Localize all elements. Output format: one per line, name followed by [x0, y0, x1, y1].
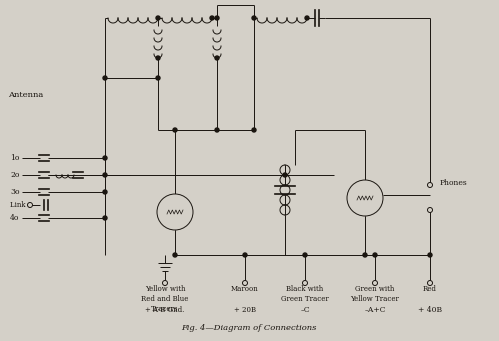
Text: + 20B: + 20B	[234, 306, 256, 314]
Circle shape	[302, 281, 307, 285]
Circle shape	[156, 76, 160, 80]
Text: Fig. 4—Diagram of Connections: Fig. 4—Diagram of Connections	[181, 324, 317, 332]
Circle shape	[103, 76, 107, 80]
Circle shape	[373, 253, 377, 257]
Text: Yellow with
Red and Blue
Tracers: Yellow with Red and Blue Tracers	[141, 285, 189, 313]
Circle shape	[103, 190, 107, 194]
Text: Link o: Link o	[10, 201, 32, 209]
Circle shape	[303, 253, 307, 257]
Text: 2o: 2o	[10, 171, 19, 179]
Circle shape	[305, 16, 309, 20]
Circle shape	[372, 281, 378, 285]
Circle shape	[363, 253, 367, 257]
Circle shape	[103, 173, 107, 177]
Circle shape	[156, 56, 160, 60]
Text: Maroon: Maroon	[231, 285, 259, 293]
Circle shape	[173, 253, 177, 257]
Circle shape	[173, 128, 177, 132]
Text: Antenna: Antenna	[8, 91, 43, 99]
Text: –A+C: –A+C	[364, 306, 386, 314]
Text: Red: Red	[423, 285, 437, 293]
Circle shape	[163, 281, 168, 285]
Text: 4o: 4o	[10, 214, 19, 222]
Circle shape	[215, 16, 219, 20]
Text: 3o: 3o	[10, 188, 19, 196]
Circle shape	[215, 128, 219, 132]
Text: + A-B Gnd.: + A-B Gnd.	[145, 306, 185, 314]
Circle shape	[428, 281, 433, 285]
Circle shape	[27, 203, 32, 208]
Circle shape	[156, 16, 160, 20]
Text: Green with
Yellow Tracer: Green with Yellow Tracer	[351, 285, 399, 303]
Circle shape	[215, 56, 219, 60]
Text: Phones: Phones	[440, 179, 468, 187]
Circle shape	[428, 253, 432, 257]
Circle shape	[210, 16, 214, 20]
Text: –C: –C	[300, 306, 310, 314]
Circle shape	[103, 156, 107, 160]
Circle shape	[103, 216, 107, 220]
Circle shape	[428, 208, 433, 212]
Circle shape	[428, 182, 433, 188]
Text: Black with
Green Tracer: Black with Green Tracer	[281, 285, 329, 303]
Circle shape	[243, 281, 248, 285]
Circle shape	[157, 194, 193, 230]
Circle shape	[252, 128, 256, 132]
Circle shape	[252, 16, 256, 20]
Circle shape	[243, 253, 247, 257]
Text: + 40B: + 40B	[418, 306, 442, 314]
Circle shape	[283, 173, 287, 177]
Text: 1o: 1o	[10, 154, 19, 162]
Circle shape	[347, 180, 383, 216]
